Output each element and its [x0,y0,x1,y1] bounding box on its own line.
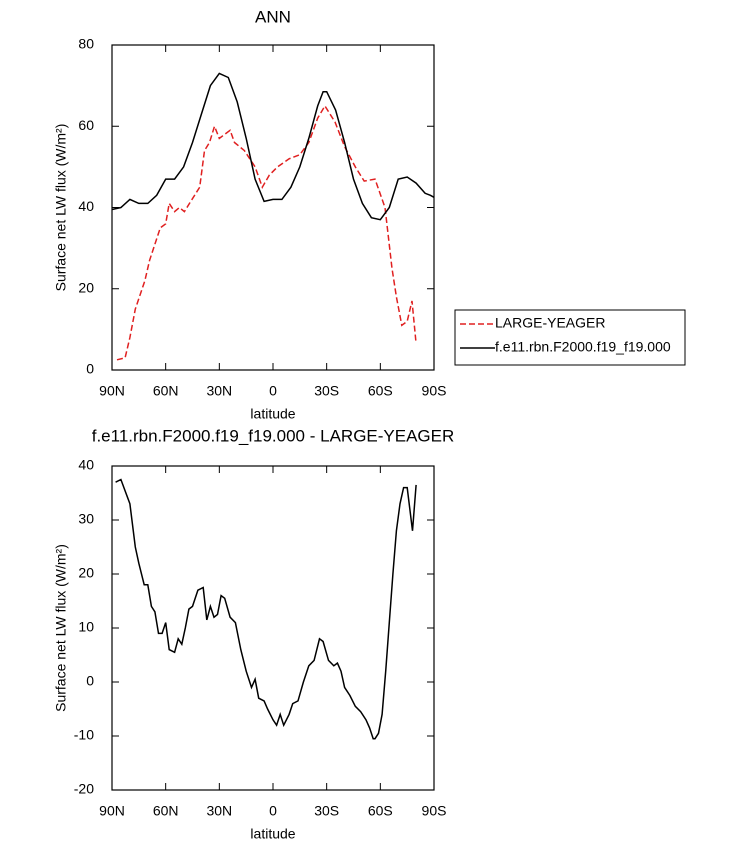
x-tick-label: 0 [269,803,277,819]
x-tick-label: 30S [314,803,339,819]
legend-box [454,309,686,366]
y-tick-label: 0 [86,361,94,377]
y-tick-label: -20 [74,781,94,797]
x-tick-label: 60N [153,383,179,399]
legend-label: f.e11.rbn.F2000.f19_f19.000 [495,339,671,355]
data-line [115,478,417,740]
x-tick-label: 60S [368,383,393,399]
x-tick-label: 60S [368,803,393,819]
y-tick-label: 60 [78,117,94,133]
plot-frame [111,44,435,371]
chart-title: ANN [255,7,291,26]
x-tick-label: 90S [422,383,447,399]
y-tick-label: 20 [78,565,94,581]
y-tick-label: 40 [78,457,94,473]
x-tick-label: 30N [206,383,232,399]
x-tick-label: 0 [269,383,277,399]
x-tick-label: 60N [153,803,179,819]
y-axis-label: Surface net LW flux (W/m²) [53,544,69,712]
x-axis-label: latitude [250,826,295,842]
y-tick-label: 20 [78,279,94,295]
x-tick-label: 90S [422,803,447,819]
x-axis-label: latitude [250,406,295,422]
x-tick-label: 30N [206,803,232,819]
legend-label: LARGE-YEAGER [495,315,605,331]
chart-title: f.e11.rbn.F2000.f19_f19.000 - LARGE-YEAG… [92,426,455,445]
data-line [111,72,435,221]
y-tick-label: -10 [74,727,94,743]
x-tick-label: 90N [99,803,125,819]
y-tick-label: 80 [78,36,94,52]
y-tick-label: 0 [86,673,94,689]
x-tick-label: 90N [99,383,125,399]
y-tick-label: 40 [78,198,94,214]
y-tick-label: 30 [78,511,94,527]
x-tick-label: 30S [314,383,339,399]
y-axis-label: Surface net LW flux (W/m²) [53,124,69,292]
y-tick-label: 10 [78,619,94,635]
plot-frame [111,465,435,791]
data-line [116,104,417,361]
